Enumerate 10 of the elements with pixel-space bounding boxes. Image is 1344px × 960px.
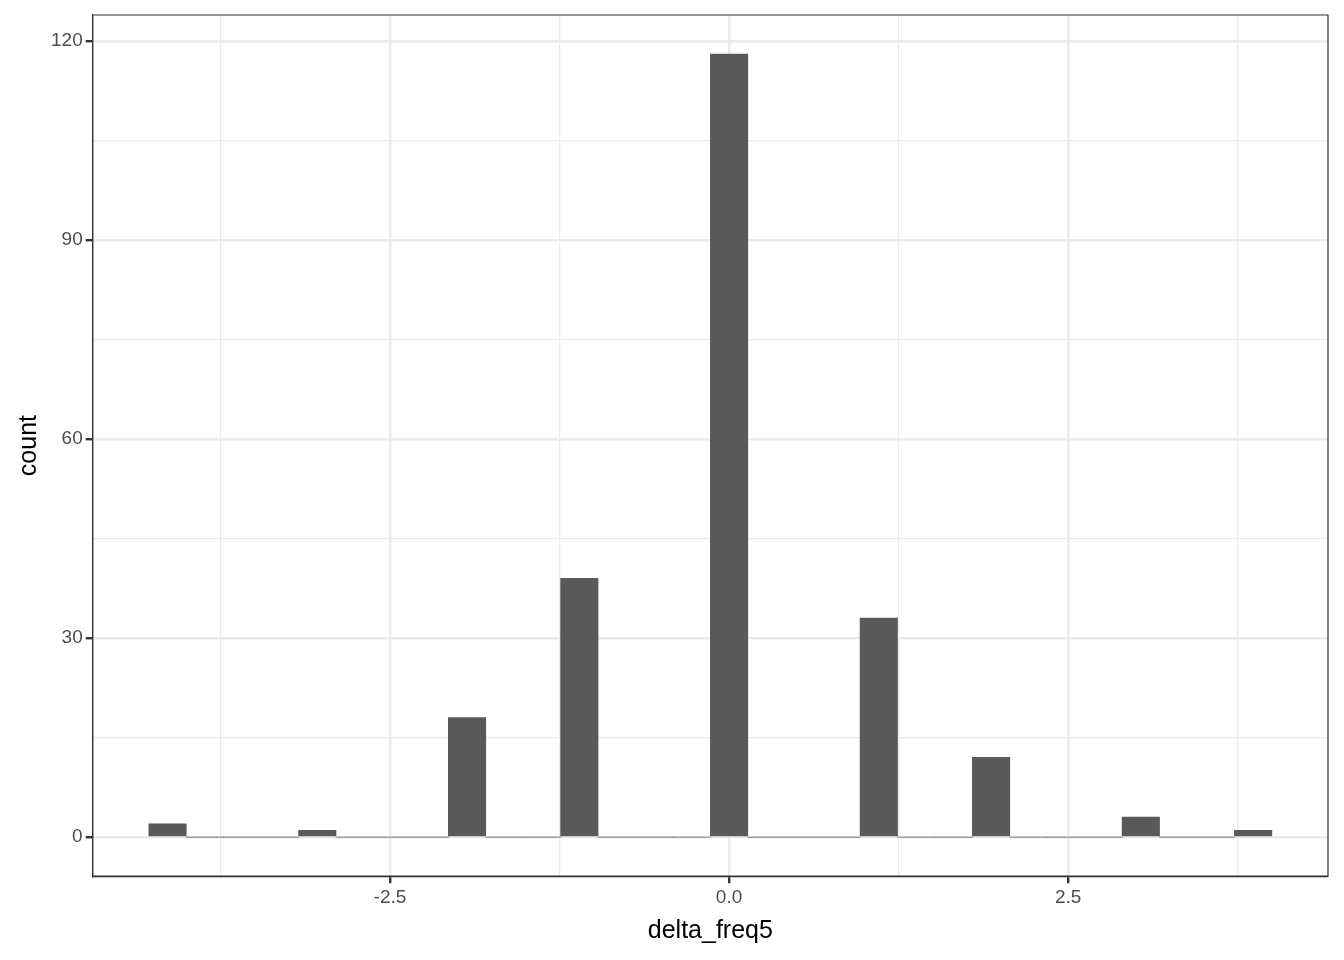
y-tick-label: 30 (61, 626, 83, 648)
y-axis-title: count (12, 414, 41, 477)
x-tick-label: 2.5 (1054, 885, 1082, 907)
x-tick-label: 0.0 (715, 885, 743, 907)
y-tick-label: 60 (61, 427, 83, 449)
x-tick-label: -2.5 (373, 885, 407, 907)
y-tick-label: 90 (61, 228, 83, 250)
y-tick-label: 0 (72, 825, 83, 847)
y-tick-label: 120 (51, 29, 83, 51)
x-axis-title: delta_freq5 (647, 914, 773, 943)
